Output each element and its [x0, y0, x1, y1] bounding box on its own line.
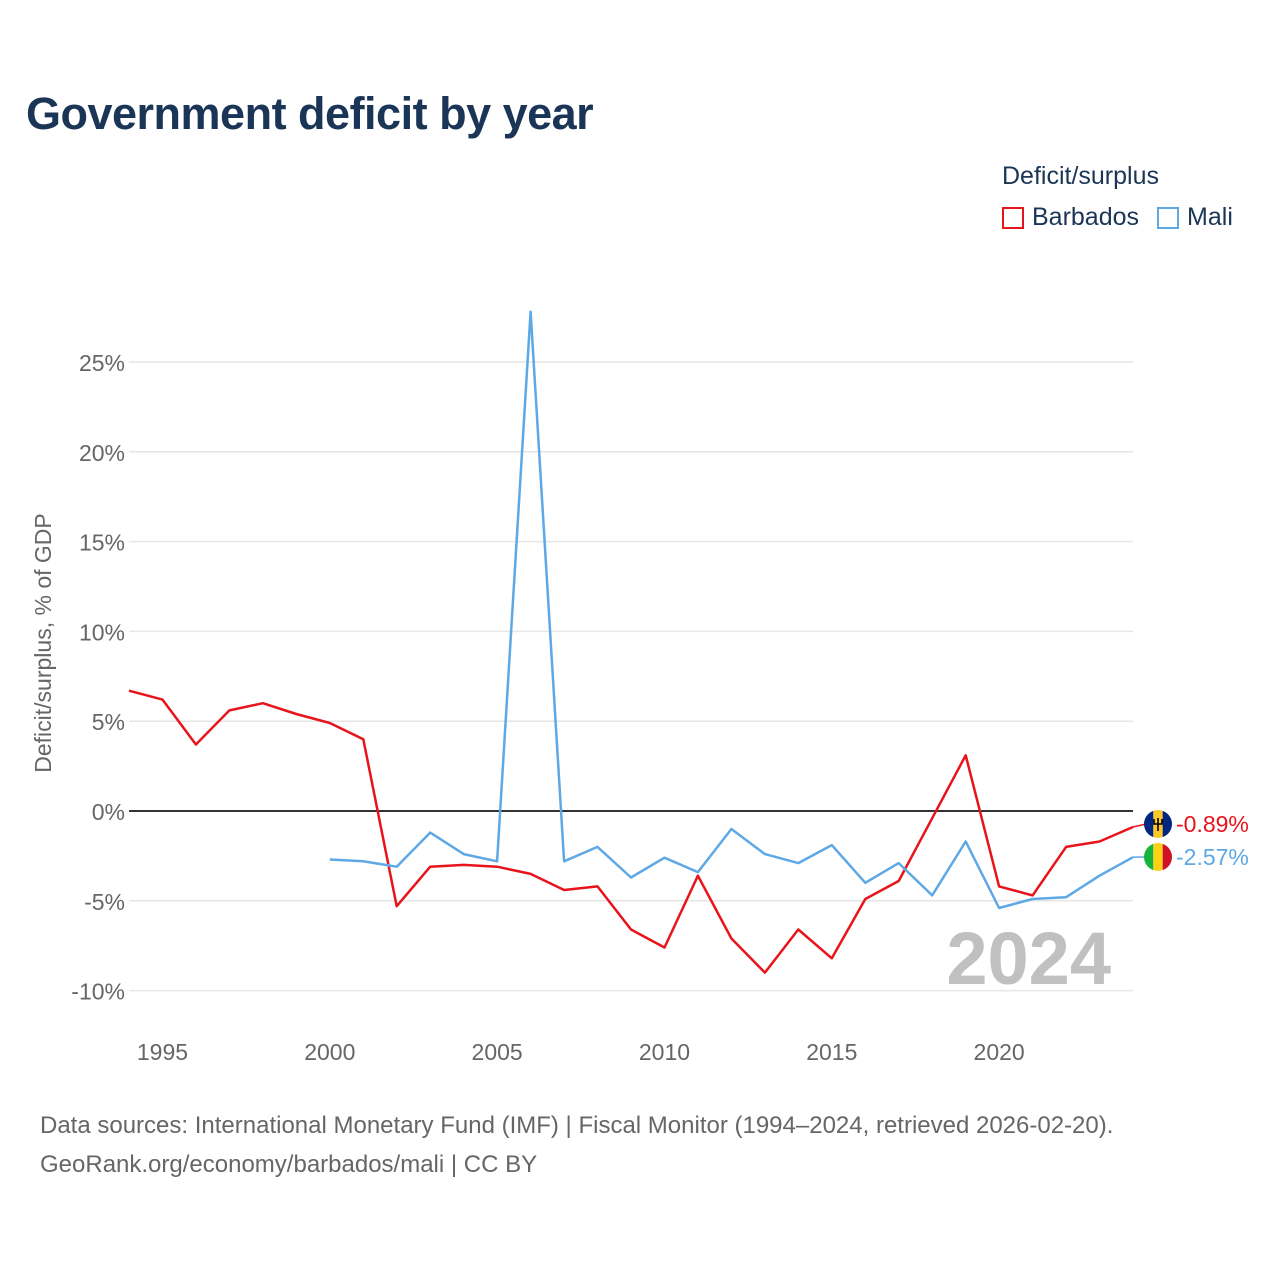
page-title: Government deficit by year [26, 88, 594, 139]
y-tick-label: 25% [79, 350, 125, 376]
end-label-barbados: -0.89% [1176, 811, 1249, 837]
year-watermark: 2024 [946, 917, 1111, 1000]
x-tick-label: 2020 [974, 1039, 1025, 1065]
source-note: Data sources: International Monetary Fun… [40, 1106, 1113, 1184]
end-label-mali: -2.57% [1176, 844, 1249, 870]
x-tick-label: 2000 [304, 1039, 355, 1065]
y-axis-title: Deficit/surplus, % of GDP [30, 513, 56, 772]
source-line-1: Data sources: International Monetary Fun… [40, 1112, 1114, 1139]
y-tick-label: 20% [79, 440, 125, 466]
legend-title: Deficit/surplus [1002, 162, 1159, 190]
legend-label-mali: Mali [1187, 203, 1233, 231]
mali-flag-icon [1144, 843, 1172, 871]
legend-swatch-mali [1157, 206, 1180, 229]
y-tick-label: 15% [79, 530, 125, 556]
legend-swatch-barbados [1002, 206, 1024, 229]
legend-label-barbados: Barbados [1032, 203, 1140, 231]
end-label-leader [1132, 823, 1147, 828]
y-tick-label: -5% [84, 889, 125, 915]
source-line-2: GeoRank.org/economy/barbados/mali | CC B… [40, 1151, 538, 1178]
y-tick-label: 5% [92, 709, 125, 735]
x-tick-label: 2015 [806, 1039, 857, 1065]
series-line-barbados [128, 689, 1134, 974]
legend-item-barbados[interactable]: Barbados [1002, 203, 1139, 232]
barbados-flag-icon [1144, 810, 1172, 838]
x-tick-label: 2005 [472, 1039, 523, 1065]
y-tick-label: 10% [79, 619, 125, 645]
legend-item-mali[interactable]: Mali [1157, 203, 1233, 232]
legend: Deficit/surplus Barbados Mali [1002, 162, 1233, 232]
series-line-mali [329, 310, 1134, 910]
x-tick-label: 2010 [639, 1039, 690, 1065]
y-tick-label: 0% [92, 799, 125, 825]
x-tick-label: 1995 [137, 1039, 188, 1065]
y-tick-label: -10% [71, 979, 125, 1005]
